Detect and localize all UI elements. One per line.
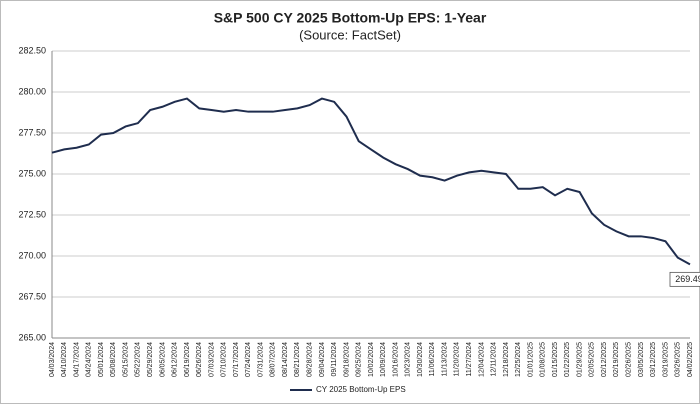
x-tick-label: 11/06/2024 [429,342,436,377]
x-tick-label: 01/29/2025 [576,342,583,377]
x-tick-label: 03/12/2025 [650,342,657,377]
value-label-box [669,271,700,287]
x-tick-label: 07/31/2024 [257,342,264,377]
x-tick-label: 08/14/2024 [282,342,289,377]
x-tick-label: 09/11/2024 [331,342,338,377]
x-tick-label: 02/12/2025 [601,342,608,377]
x-tick-label: 11/20/2024 [454,342,461,377]
x-tick-label: 06/12/2024 [172,342,179,377]
x-tick-label: 08/07/2024 [270,342,277,377]
x-tick-label: 01/01/2025 [527,342,534,377]
x-tick-label: 02/26/2025 [625,342,632,377]
x-tick-label: 06/26/2024 [196,342,203,377]
x-tick-label: 05/29/2024 [147,342,154,377]
y-tick-label: 280.00 [18,86,46,96]
x-tick-label: 11/13/2024 [441,342,448,377]
x-tick-label: 03/19/2025 [662,342,669,377]
x-tick-label: 03/05/2025 [638,342,645,377]
x-tick-label: 01/08/2025 [540,342,547,377]
x-tick-label: 10/02/2024 [368,342,375,377]
x-tick-label: 01/15/2025 [552,342,559,377]
x-tick-label: 10/09/2024 [380,342,387,377]
x-tick-label: 07/24/2024 [245,342,252,377]
x-tick-label: 04/02/2025 [687,342,694,377]
chart-title: S&P 500 CY 2025 Bottom-Up EPS: 1-Year [214,10,487,26]
x-tick-label: 07/03/2024 [208,342,215,377]
value-label: 269.49 [675,274,700,284]
x-tick-label: 09/25/2024 [356,342,363,377]
x-tick-label: 11/27/2024 [466,342,473,377]
x-tick-label: 05/22/2024 [135,342,142,377]
x-tick-label: 10/23/2024 [405,342,412,377]
x-tick-label: 01/22/2025 [564,342,571,377]
x-tick-label: 04/24/2024 [86,342,93,377]
x-tick-label: 10/30/2024 [417,342,424,377]
x-tick-label: 07/10/2024 [221,342,228,377]
x-tick-label: 10/16/2024 [392,342,399,377]
x-tick-label: 12/25/2024 [515,342,522,377]
y-tick-label: 272.50 [18,209,46,219]
x-tick-label: 06/05/2024 [159,342,166,377]
y-tick-label: 267.50 [18,291,46,301]
x-tick-label: 08/21/2024 [294,342,301,377]
x-tick-label: 09/18/2024 [343,342,350,377]
chart-subtitle: (Source: FactSet) [299,27,401,42]
y-tick-label: 282.50 [18,45,46,55]
y-tick-label: 270.00 [18,250,46,260]
x-tick-label: 12/18/2024 [503,342,510,377]
x-tick-label: 05/15/2024 [122,342,129,377]
x-tick-label: 04/03/2024 [49,342,56,377]
x-tick-label: 07/17/2024 [233,342,240,377]
x-tick-label: 06/19/2024 [184,342,191,377]
x-tick-label: 09/04/2024 [319,342,326,377]
x-tick-label: 03/26/2025 [675,342,682,377]
x-tick-label: 05/01/2024 [98,342,105,377]
x-tick-label: 04/10/2024 [61,342,68,377]
x-tick-label: 04/17/2024 [73,342,80,377]
x-tick-label: 02/05/2025 [589,342,596,377]
y-tick-label: 275.00 [18,168,46,178]
y-tick-label: 265.00 [18,332,46,342]
x-tick-label: 05/08/2024 [110,342,117,377]
y-tick-label: 277.50 [18,127,46,137]
line-series [51,97,691,266]
x-tick-label: 02/19/2025 [613,342,620,377]
x-tick-label: 08/28/2024 [306,342,313,377]
x-tick-label: 12/11/2024 [491,342,498,377]
x-tick-label: 12/04/2024 [478,342,485,377]
legend-label: CY 2025 Bottom-Up EPS [316,385,406,394]
